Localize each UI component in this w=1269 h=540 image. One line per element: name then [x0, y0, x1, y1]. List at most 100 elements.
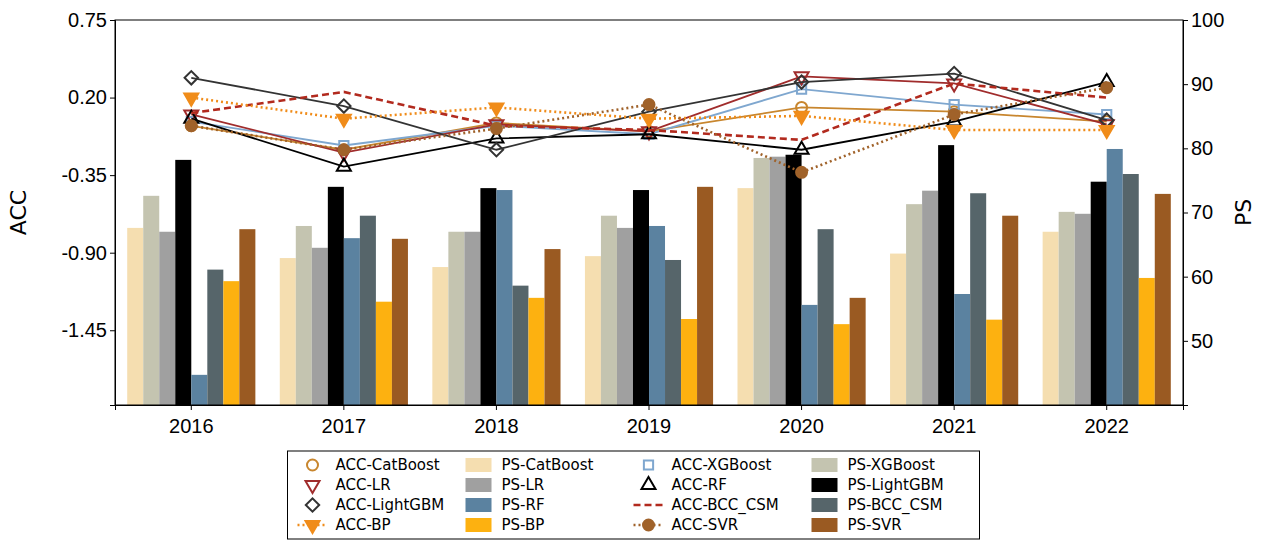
- tick: 2016: [169, 405, 214, 437]
- tick-label: -0.90: [61, 242, 107, 264]
- tick-label: 2016: [169, 415, 214, 437]
- marker: [489, 103, 503, 115]
- legend-swatch: [812, 518, 838, 532]
- tick-mark: [1183, 148, 1188, 149]
- bar: [143, 196, 159, 405]
- tick-label: 2021: [932, 415, 977, 437]
- bar: [1059, 212, 1075, 405]
- tick-mark: [496, 405, 497, 410]
- line: [191, 76, 1106, 152]
- legend-swatch: [466, 498, 492, 512]
- bar: [223, 281, 239, 405]
- legend-swatch: [466, 518, 492, 532]
- legend-swatch: [812, 458, 838, 472]
- tick: -1.45: [61, 319, 115, 341]
- legend-item: PS-BCC_CSM: [812, 496, 943, 515]
- legend-item: ACC-XGBoost: [634, 456, 772, 474]
- bar: [392, 239, 408, 405]
- legend-item: PS-RF: [466, 496, 545, 514]
- legend-label: ACC-LightGBM: [336, 496, 445, 514]
- marker: [337, 115, 351, 127]
- marker: [795, 112, 809, 124]
- tick: 0.20: [68, 86, 115, 108]
- bar: [818, 229, 834, 405]
- legend-swatch: [634, 484, 664, 486]
- bar: [312, 248, 328, 405]
- legend-label: PS-SVR: [848, 516, 902, 534]
- tick: 80: [1183, 137, 1213, 159]
- bar: [601, 216, 617, 405]
- marker: [338, 144, 349, 155]
- bar: [922, 191, 938, 405]
- chart: -1.45-0.90-0.350.200.7550607080901002016…: [0, 0, 1269, 540]
- legend-item: PS-BP: [466, 516, 545, 534]
- legend-marker: [644, 460, 653, 469]
- tick: 2021: [932, 405, 977, 437]
- bar: [296, 226, 312, 405]
- marker: [186, 120, 197, 131]
- tick-mark: [191, 405, 192, 410]
- line-series: [184, 94, 1113, 139]
- axis-title: ACC: [6, 190, 31, 235]
- legend-marker: [305, 521, 319, 533]
- bar-series: [175, 145, 1106, 405]
- bar-series: [207, 174, 1138, 405]
- legend-item: PS-CatBoost: [466, 456, 594, 474]
- frame: [115, 20, 1183, 405]
- line-series: [186, 82, 1112, 178]
- bar: [633, 190, 649, 405]
- tick-mark: [1183, 277, 1188, 278]
- tick-label: 2017: [322, 415, 367, 437]
- marker: [795, 142, 809, 154]
- bar: [649, 226, 665, 405]
- legend-label: ACC-SVR: [672, 516, 739, 534]
- marker: [490, 143, 503, 156]
- tick-mark: [110, 20, 115, 21]
- tick-label: 0.20: [68, 86, 107, 108]
- legend-label: PS-RF: [502, 496, 545, 514]
- bar: [1043, 232, 1059, 405]
- legend-marker: [643, 520, 654, 531]
- tick: 100: [1183, 9, 1224, 31]
- tick-mark: [110, 330, 115, 331]
- bar: [480, 188, 496, 405]
- bar: [191, 375, 207, 405]
- bar: [376, 302, 392, 405]
- tick-mark: [110, 98, 115, 99]
- legend-marker: [307, 460, 318, 471]
- axis-line: [110, 21, 116, 406]
- tick-label: 2020: [779, 415, 824, 437]
- axis-line: [116, 406, 1184, 411]
- marker: [1100, 113, 1113, 126]
- bar-series: [127, 188, 1058, 405]
- bar-series: [191, 149, 1122, 405]
- bar: [890, 254, 906, 405]
- tick-mark: [110, 253, 115, 254]
- bar: [544, 249, 560, 405]
- tick: 2019: [627, 405, 672, 437]
- bar: [1155, 194, 1171, 405]
- line: [191, 74, 1106, 150]
- legend-item: ACC-BCC_CSM: [634, 496, 779, 515]
- bar: [280, 258, 296, 405]
- tick: 0.75: [68, 9, 115, 31]
- legend-item: ACC-LightGBM: [298, 496, 445, 514]
- tick: 2022: [1084, 405, 1129, 437]
- legend: ACC-CatBoostPS-CatBoostACC-XGBoostPS-XGB…: [288, 451, 980, 539]
- tick-label: 0.75: [68, 9, 107, 31]
- legend-label: PS-BP: [502, 516, 545, 534]
- legend-label: ACC-BP: [336, 516, 391, 534]
- legend-marker: [306, 498, 319, 511]
- bar: [770, 157, 786, 405]
- tick-label: 70: [1191, 201, 1213, 223]
- bar: [1139, 278, 1155, 405]
- legend-marker: [305, 481, 319, 493]
- tick-label: 100: [1191, 9, 1224, 31]
- legend-label: PS-CatBoost: [502, 456, 594, 474]
- legend-label: ACC-CatBoost: [336, 456, 440, 474]
- bar: [786, 155, 802, 405]
- tick-label: 2022: [1084, 415, 1129, 437]
- tick: 2018: [474, 405, 519, 437]
- y-axis: -1.45-0.90-0.350.200.75: [61, 9, 115, 406]
- tick-label: 2018: [474, 415, 519, 437]
